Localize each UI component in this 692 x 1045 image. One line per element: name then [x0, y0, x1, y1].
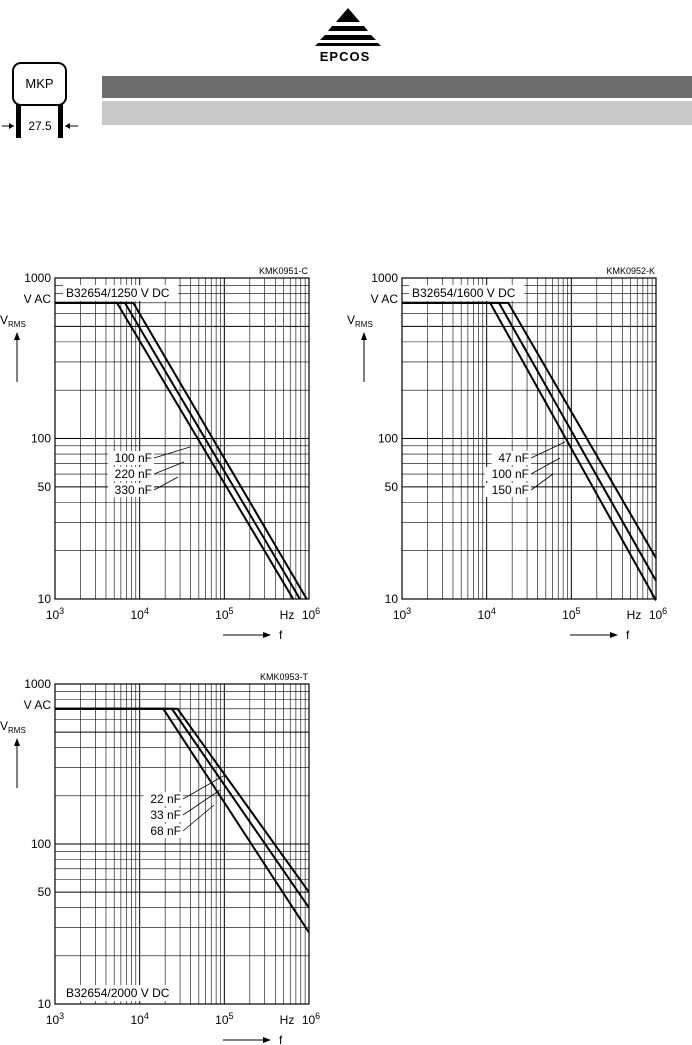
epcos-logo-icon [315, 8, 381, 46]
x-axis-arrowhead-icon [610, 632, 618, 638]
series-callout-background [143, 792, 183, 806]
y-tick-label: 100 [31, 837, 51, 851]
x-tick-label: 103 [46, 606, 64, 622]
chart-code-label: KMK0952-K [606, 266, 655, 276]
series-label-background [409, 285, 525, 301]
series-callout-label: 330 nF [115, 483, 152, 497]
series-callout-background [484, 483, 531, 497]
x-tick-label: 104 [130, 1011, 148, 1027]
y-axis-symbol: VRMS [0, 719, 26, 735]
series-callout-leader [530, 441, 566, 459]
series-callout-leader [530, 457, 561, 475]
y-tick-label: 10 [38, 592, 52, 606]
series-callout-leader [153, 461, 185, 475]
series-callout-leader [530, 473, 554, 491]
x-axis-arrowhead-icon [263, 1037, 271, 1043]
series-line [55, 301, 308, 600]
series-callout-background [491, 451, 531, 465]
y-tick-label: 50 [38, 480, 52, 494]
series-callout-leader [153, 446, 191, 459]
y-axis-arrowhead-icon [14, 332, 20, 340]
series-callout-label: 150 nF [492, 483, 529, 497]
plot-frame [54, 683, 310, 1005]
series-callout-label: 68 nF [150, 824, 181, 838]
x-tick-label: 106 [302, 606, 320, 622]
subheader-bar [102, 101, 692, 125]
series-callout-background [143, 808, 183, 822]
y-tick-label: 50 [385, 480, 399, 494]
x-tick-label: 105 [562, 606, 580, 622]
x-axis-symbol: f [626, 628, 630, 642]
series-line [402, 301, 657, 559]
series-callout-background [484, 467, 531, 481]
x-tick-label: 105 [215, 606, 233, 622]
series-line [402, 301, 657, 601]
x-tick-label: 106 [302, 1011, 320, 1027]
plot-frame [54, 277, 310, 600]
y-tick-label: 50 [38, 885, 52, 899]
chart-code-label: KMK0951-C [259, 266, 309, 276]
y-axis-symbol: VRMS [0, 313, 26, 329]
series-label: B32654/1600 V DC [412, 286, 516, 300]
y-unit-label: V AC [24, 292, 52, 306]
y-axis-symbol: VRMS [347, 313, 373, 329]
series-callout-leader [182, 789, 221, 816]
x-axis-symbol: f [279, 1033, 283, 1045]
series-callout-leader [153, 476, 179, 491]
x-unit-label: Hz [280, 1013, 295, 1027]
x-axis-symbol: f [279, 628, 283, 642]
x-tick-label: 104 [477, 606, 495, 622]
y-tick-label: 100 [378, 432, 398, 446]
header-bar [102, 76, 692, 98]
series-callout-label: 22 nF [150, 792, 181, 806]
series-label: B32654/2000 V DC [66, 986, 170, 1000]
series-callout-leader [182, 804, 215, 832]
y-tick-label: 1000 [371, 271, 398, 285]
capacitor-badge: MKP [12, 62, 67, 106]
series-callout-label: 100 nF [492, 467, 529, 481]
y-tick-label: 100 [31, 432, 51, 446]
x-unit-label: Hz [627, 608, 642, 622]
series-label-background [63, 285, 179, 301]
series-callout-background [107, 451, 154, 465]
pitch-label: 27.5 [28, 119, 52, 133]
x-tick-label: 103 [46, 1011, 64, 1027]
y-axis-arrowhead-icon [14, 738, 20, 746]
x-tick-label: 103 [393, 606, 411, 622]
x-tick-label: 106 [649, 606, 667, 622]
lead-pitch-icon [2, 104, 78, 138]
series-label: B32654/1250 V DC [66, 286, 170, 300]
y-unit-label: V AC [371, 292, 399, 306]
series-callout-background [107, 483, 154, 497]
series-callout-leader [182, 774, 226, 800]
series-callout-label: 220 nF [115, 467, 152, 481]
series-callout-background [143, 824, 183, 838]
series-callout-label: 100 nF [115, 451, 152, 465]
y-axis-arrowhead-icon [361, 332, 367, 340]
plot-frame [401, 277, 657, 600]
series-label-background [63, 985, 179, 1001]
series-callout-background [107, 467, 154, 481]
y-unit-label: V AC [24, 698, 52, 712]
y-tick-label: 1000 [24, 271, 51, 285]
series-line [55, 301, 295, 600]
y-tick-label: 10 [385, 592, 399, 606]
x-tick-label: 105 [215, 1011, 233, 1027]
series-line [55, 707, 310, 934]
brand-name: EPCOS [319, 49, 371, 64]
x-unit-label: Hz [280, 608, 295, 622]
series-callout-label: 33 nF [150, 808, 181, 822]
x-axis-arrowhead-icon [263, 632, 271, 638]
badge-label: MKP [25, 76, 54, 91]
y-tick-label: 10 [38, 997, 52, 1011]
series-line [402, 301, 657, 582]
x-tick-label: 104 [130, 606, 148, 622]
y-tick-label: 1000 [24, 677, 51, 691]
chart-code-label: KMK0953-T [260, 672, 309, 682]
series-callout-label: 47 nF [498, 451, 529, 465]
